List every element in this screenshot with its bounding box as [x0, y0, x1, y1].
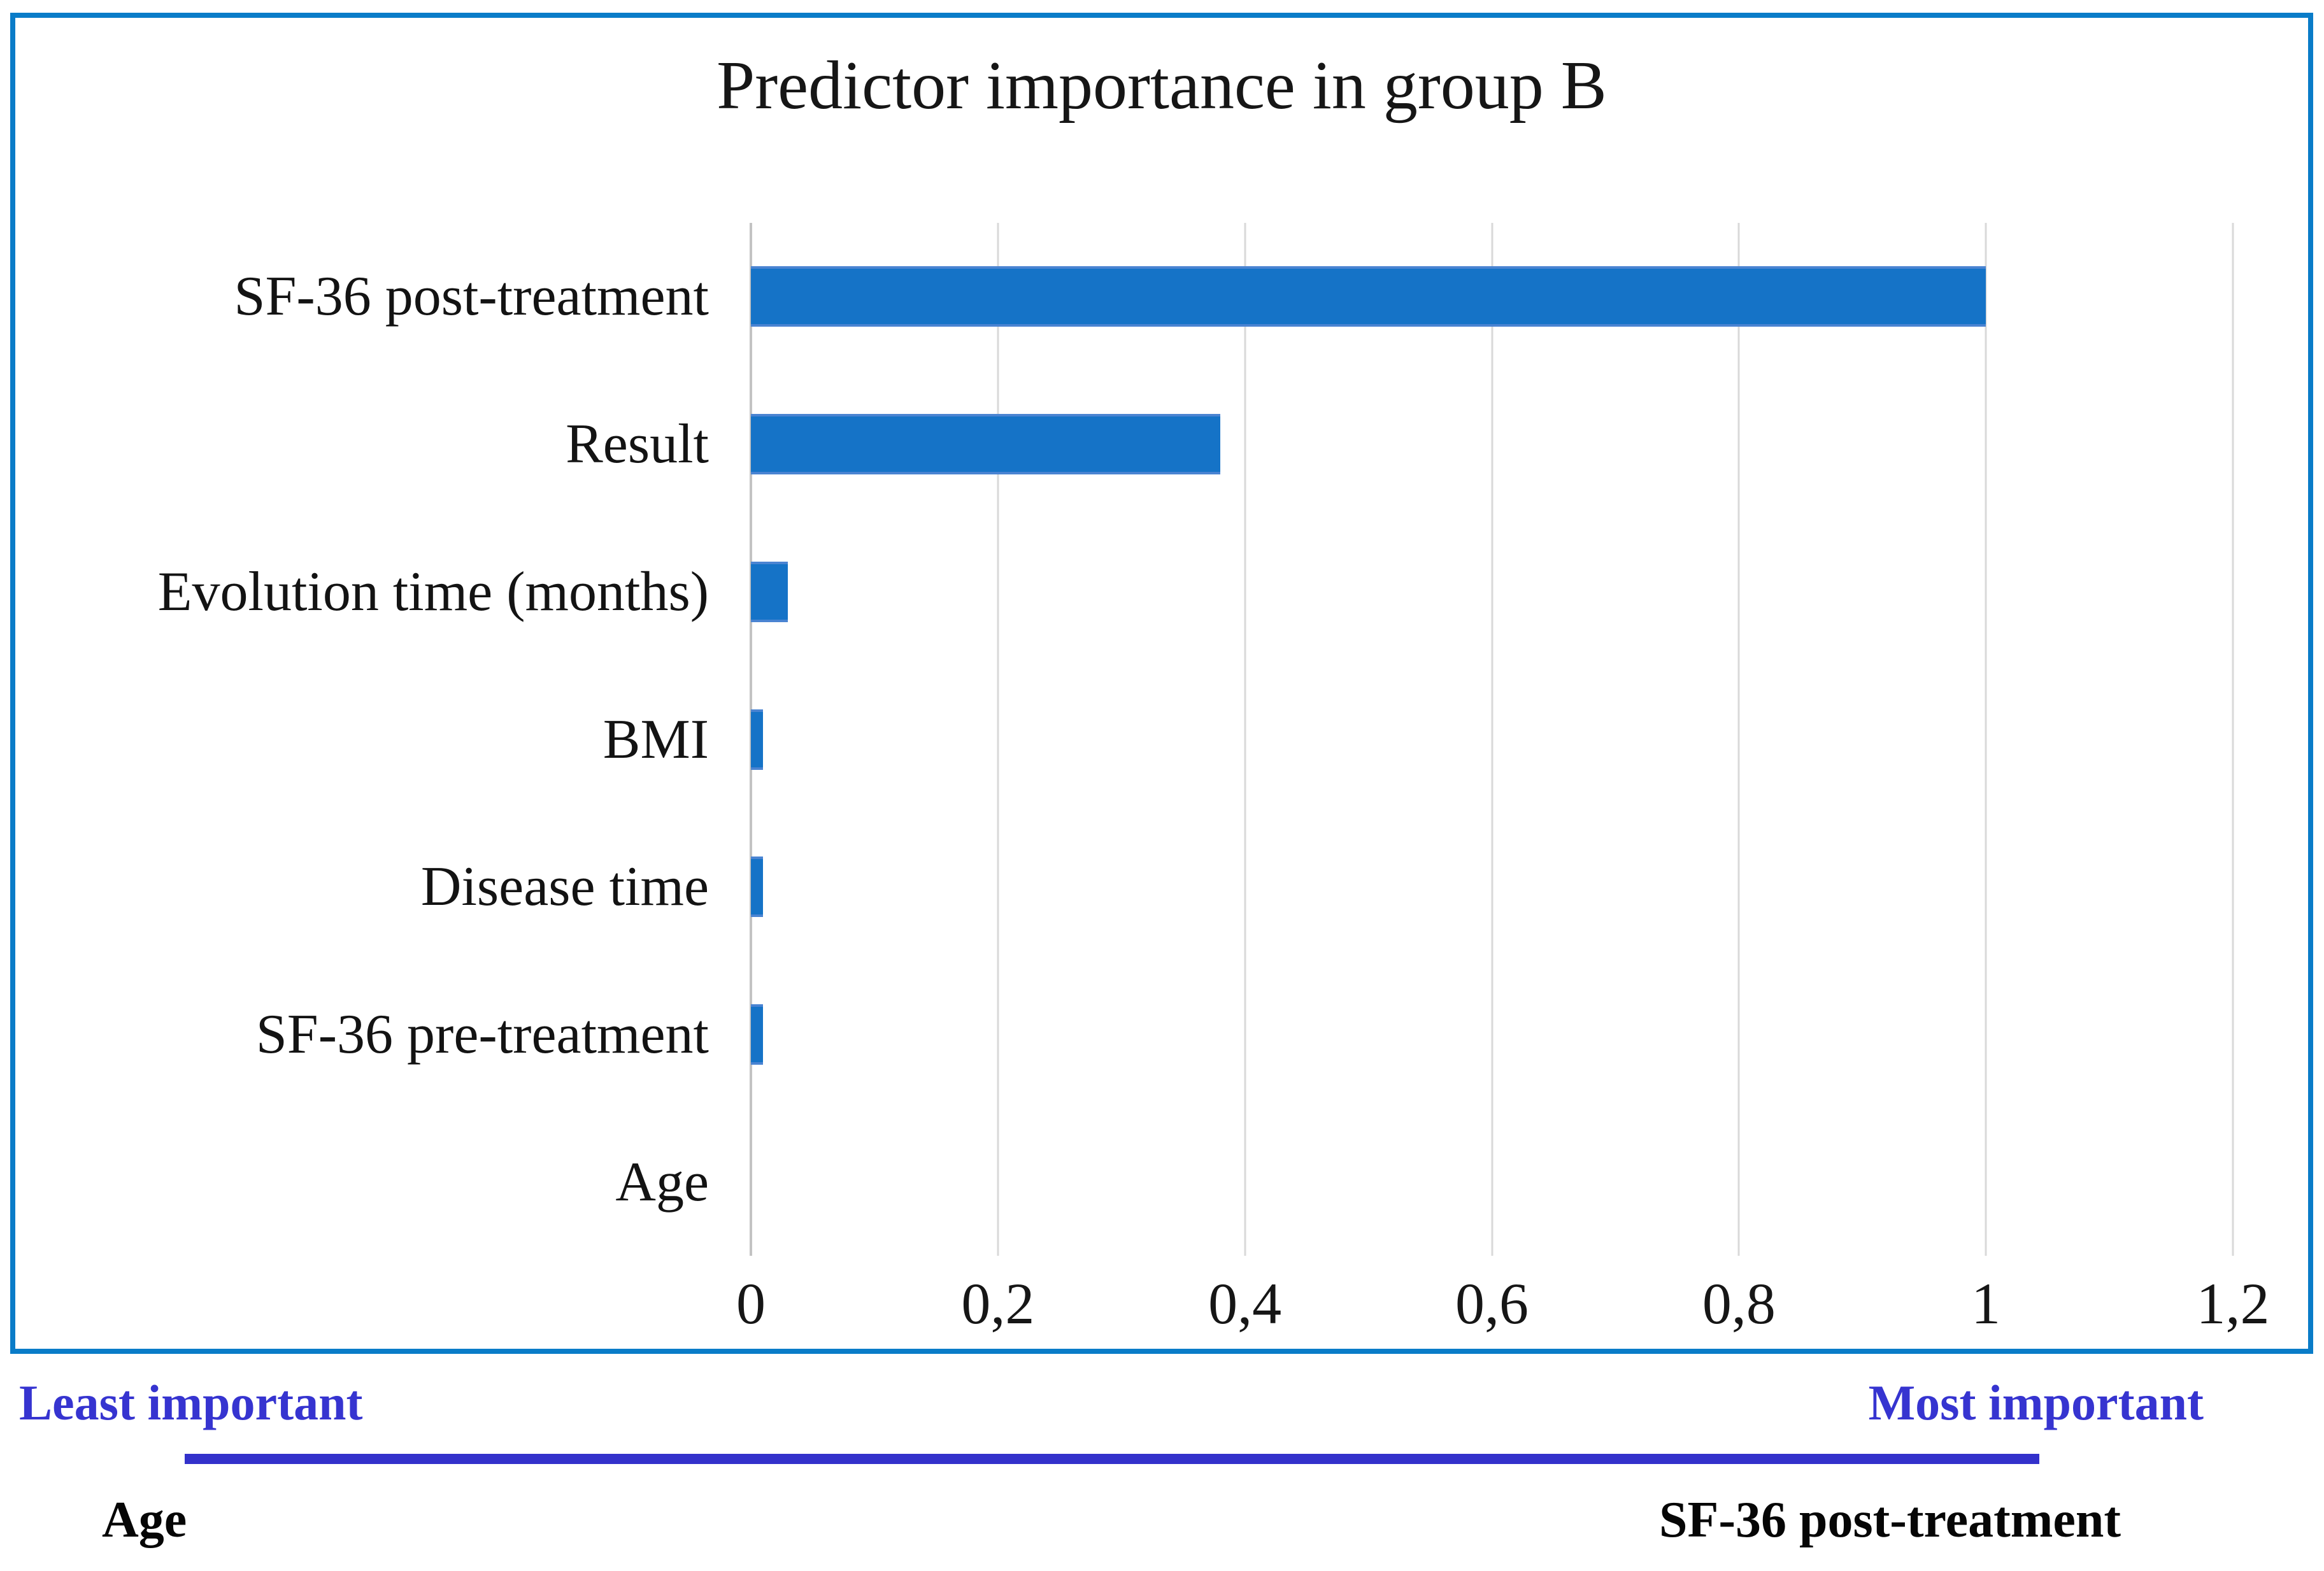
category-label: SF-36 post-treatment	[234, 266, 709, 328]
chart-title: Predictor importance in group B	[716, 48, 1607, 124]
gridline-0.2	[997, 223, 999, 1256]
category-label: Result	[566, 413, 709, 476]
x-tick-label: 0,2	[961, 1271, 1035, 1336]
gridline-1	[1985, 223, 1987, 1256]
x-axis-ticks: 0 0,2 0,4 0,6 0,8 1 1,2	[736, 1270, 2270, 1353]
category-axis: SF-36 post-treatment Result Evolution time…	[15, 223, 738, 1256]
importance-scale-words: Least important Most important	[0, 1374, 2324, 1432]
bar	[751, 414, 1220, 475]
bar	[751, 561, 788, 622]
bar-row	[751, 1108, 2233, 1256]
bar	[751, 857, 764, 918]
gridline-0.6	[1491, 223, 1493, 1256]
category-label: Age	[615, 1151, 709, 1213]
gridline-1.2	[2232, 223, 2234, 1256]
bar-series	[751, 223, 2233, 1256]
bar-row	[751, 665, 2233, 813]
bar	[751, 266, 1986, 327]
bar-row	[751, 371, 2233, 518]
plot-area	[750, 223, 2234, 1256]
bar-row	[751, 813, 2233, 961]
category-label: Evolution time (months)	[157, 560, 709, 623]
importance-scale-extremes: Age SF-36 post-treatment	[0, 1491, 2324, 1549]
x-tick-label: 0,8	[1702, 1271, 1776, 1336]
least-important-item: Age	[102, 1492, 187, 1548]
x-tick-label: 0,6	[1455, 1271, 1529, 1336]
most-important-label: Most important	[1868, 1375, 2204, 1430]
bar	[751, 1004, 764, 1065]
category-label: SF-36 pre-treatment	[255, 1003, 709, 1065]
bar-row	[751, 518, 2233, 665]
chart-frame: Predictor importance in group B SF-36 po…	[10, 13, 2313, 1354]
x-tick-label: 0,4	[1208, 1271, 1282, 1336]
category-label: Disease time	[420, 856, 709, 918]
importance-scale-line	[185, 1454, 2039, 1464]
bar-row	[751, 223, 2233, 371]
bar	[751, 709, 764, 770]
gridline-0.8	[1737, 223, 1740, 1256]
x-tick-label: 0	[736, 1271, 766, 1336]
least-important-label: Least important	[19, 1375, 363, 1430]
category-label: BMI	[602, 708, 709, 771]
x-tick-label: 1,2	[2196, 1271, 2270, 1336]
gridline-0.4	[1244, 223, 1246, 1256]
bar-row	[751, 961, 2233, 1109]
most-important-item: SF-36 post-treatment	[1658, 1492, 2121, 1548]
x-tick-label: 1	[1971, 1271, 2001, 1336]
